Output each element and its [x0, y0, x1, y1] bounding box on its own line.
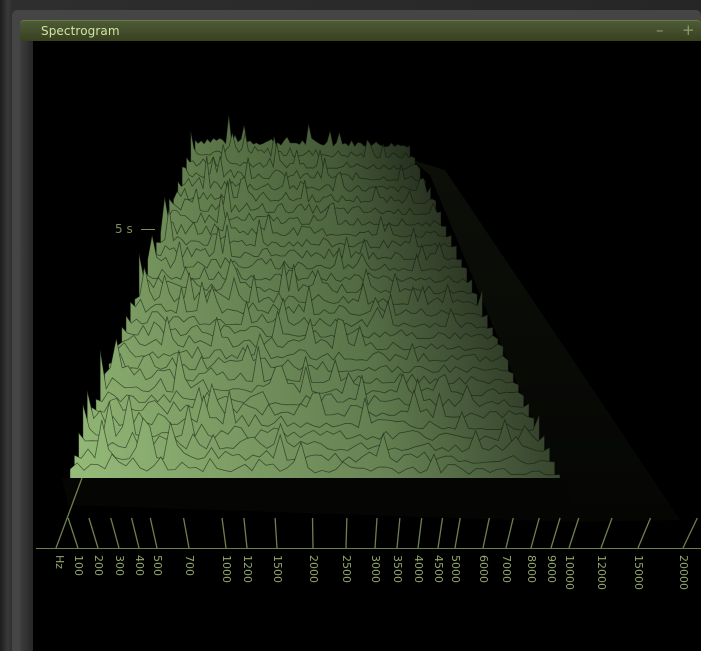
time-axis-tick [141, 229, 155, 230]
surface-slice [160, 197, 452, 256]
frequency-tick-label: 4500 [432, 555, 445, 583]
surface-front-edge [62, 478, 575, 522]
frequency-axis-line [36, 548, 701, 549]
frequency-tick-label: 1200 [241, 555, 254, 583]
frequency-tick-line [130, 517, 140, 549]
frequency-tick-line [417, 517, 423, 549]
frequency-tick-label: 400 [133, 555, 146, 576]
time-axis-label: 5 s [115, 222, 133, 236]
frequency-tick-line [568, 517, 580, 549]
frequency-tick-label: 8000 [525, 555, 538, 583]
frequency-tick-label: 2000 [307, 555, 320, 583]
frequency-tick-label: 5000 [449, 555, 462, 583]
frequency-tick-label: 6000 [477, 555, 490, 583]
frequency-tick-line [221, 517, 227, 549]
frequency-tick-line [454, 517, 461, 549]
frequency-tick-line [182, 517, 190, 549]
frequency-tick-line [505, 517, 514, 549]
frequency-tick-line [682, 517, 698, 549]
frequency-tick-line [550, 517, 561, 549]
window-title: Spectrogram [41, 24, 120, 38]
frequency-tick-line [600, 517, 613, 549]
left-frame [20, 41, 33, 651]
frequency-tick-line [274, 517, 278, 549]
minimize-button[interactable]: – [656, 21, 664, 39]
frequency-tick-label: 1000 [220, 555, 233, 583]
frequency-tick-line [149, 517, 158, 549]
frequency-tick-label: 9000 [545, 555, 558, 583]
frequency-tick-line [396, 517, 401, 549]
frequency-tick-label: 7000 [500, 555, 513, 583]
frequency-tick-line [637, 517, 652, 549]
frequency-tick-line [243, 517, 248, 549]
frequency-tick-line [437, 517, 444, 549]
frequency-tick-line [67, 517, 79, 549]
frequency-tick-label: 20000 [677, 555, 690, 590]
surface-slice [173, 176, 437, 222]
frequency-unit-label: Hz [53, 555, 66, 570]
frequency-tick-line [374, 517, 378, 549]
frequency-tick-label: 200 [92, 555, 105, 576]
maximize-button[interactable]: + [682, 21, 695, 39]
frequency-tick-line [530, 517, 540, 549]
frequency-tick-label: 1500 [271, 555, 284, 583]
title-bar[interactable]: Spectrogram – + [20, 20, 701, 41]
frequency-tick-label: 10000 [563, 555, 576, 590]
frequency-tick-label: 4000 [412, 555, 425, 583]
surface-back-shadow [412, 160, 680, 522]
spectrogram-surface [62, 114, 575, 522]
frequency-tick-label: 700 [183, 555, 196, 576]
frequency-tick-label: 12000 [595, 555, 608, 590]
frequency-tick-line [88, 517, 99, 549]
frequency-tick-line [482, 517, 490, 549]
frequency-tick-line [345, 517, 348, 549]
frequency-tick-label: 3000 [369, 555, 382, 583]
frequency-tick-label: 3500 [391, 555, 404, 583]
frequency-tick-label: 100 [72, 555, 85, 576]
surface-slice [104, 338, 519, 404]
frequency-tick-label: 2500 [340, 555, 353, 583]
frequency-tick-label: 15000 [632, 555, 645, 590]
frequency-axis-baseline [55, 477, 83, 549]
frequency-tick-label: 300 [113, 555, 126, 576]
frequency-tick-label: 500 [151, 555, 164, 576]
frequency-tick-line [110, 517, 120, 549]
